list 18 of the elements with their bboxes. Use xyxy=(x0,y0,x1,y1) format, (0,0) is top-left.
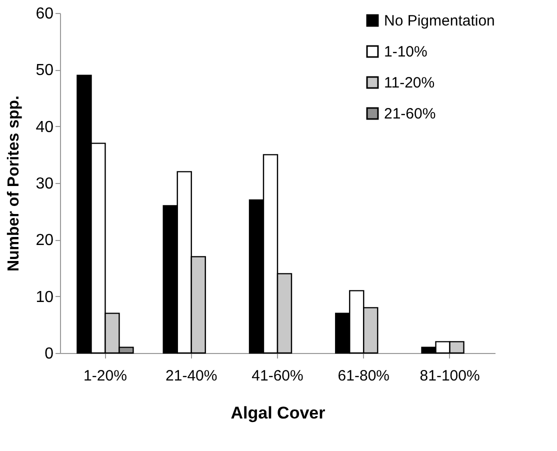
y-tick-label: 40 xyxy=(36,118,54,136)
y-tick-label: 0 xyxy=(44,346,54,362)
x-axis-title: Algal Cover xyxy=(230,404,326,422)
x-tick-label: 21-40% xyxy=(166,368,218,384)
legend-label: No Pigmentation xyxy=(384,12,495,30)
y-tick-label: 30 xyxy=(36,176,54,192)
y-tick-label: 60 xyxy=(36,6,54,22)
y-axis-title: Number of Porites spp. xyxy=(6,95,23,272)
legend-label: 1-10% xyxy=(384,44,428,60)
legend-label: 11-20% xyxy=(384,74,435,92)
x-tick-label: 61-80% xyxy=(338,368,390,384)
y-tick-label: 10 xyxy=(36,288,54,306)
y-tick-label: 20 xyxy=(36,232,54,250)
x-tick-label: 81-100% xyxy=(420,368,480,384)
x-tick-label: 1-20% xyxy=(84,368,127,384)
y-tick-label: 50 xyxy=(36,62,54,80)
legend-label: 21-60% xyxy=(384,106,436,122)
x-tick-label: 41-60% xyxy=(252,368,304,384)
